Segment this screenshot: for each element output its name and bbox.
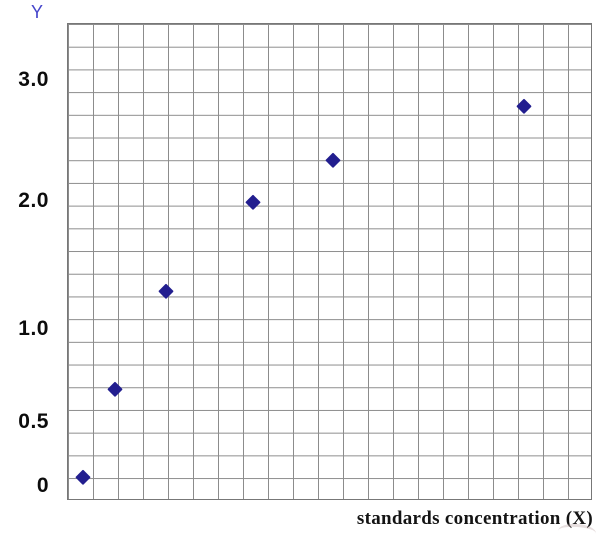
y-tick-label: 0 [36,474,49,497]
y-axis-title: Y [31,2,44,22]
plot-grid [67,23,592,500]
x-axis-title: standards concentration (X) [356,508,593,529]
y-tick-label: 3.0 [18,68,49,91]
y-tick-label: 1.0 [18,317,49,340]
y-tick-label: 0.5 [18,410,49,433]
y-tick-label: 2.0 [18,189,49,212]
